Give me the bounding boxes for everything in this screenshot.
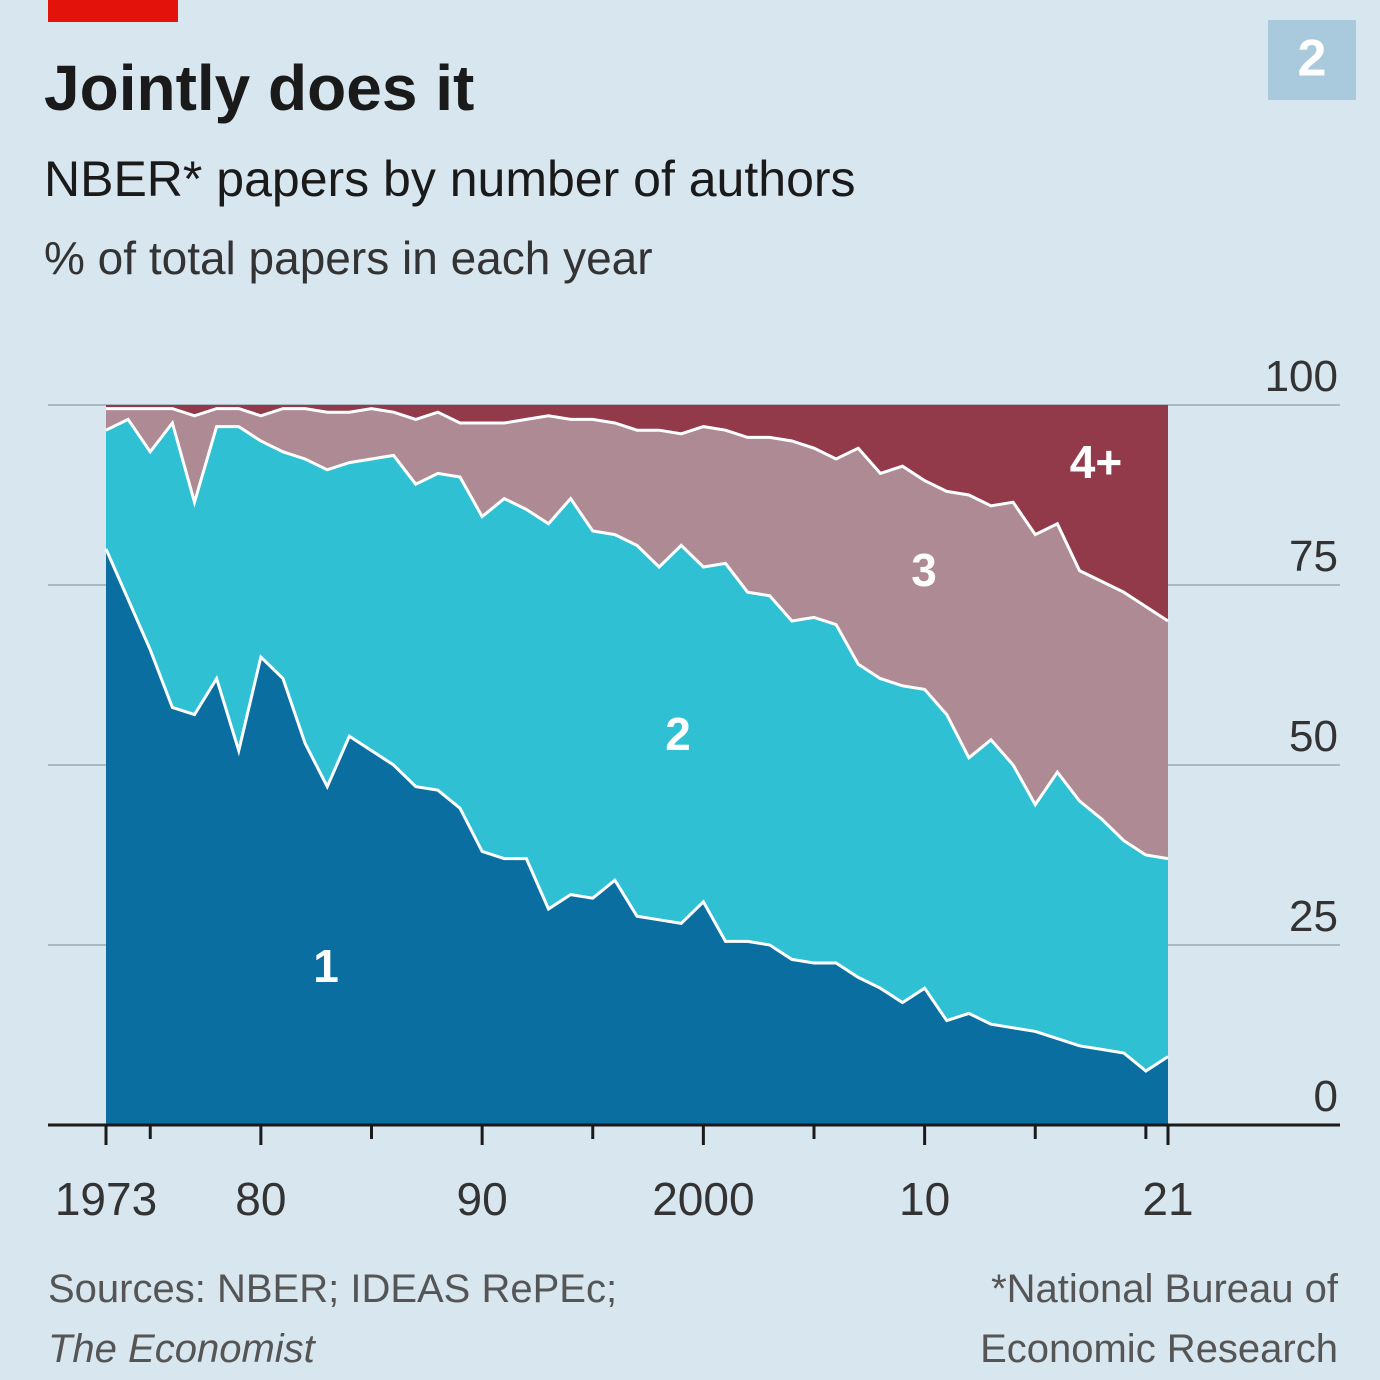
area bbox=[106, 549, 1168, 1125]
x-tick-label: 90 bbox=[457, 1173, 508, 1225]
y-tick-label: 0 bbox=[1314, 1072, 1338, 1121]
x-tick-label: 21 bbox=[1142, 1173, 1193, 1225]
chart-subtitle: NBER* papers by number of authors bbox=[44, 151, 856, 207]
series-label: 3 bbox=[911, 544, 937, 596]
brand-bar bbox=[48, 0, 178, 22]
badge-box bbox=[1268, 20, 1356, 100]
boundary-line bbox=[104, 548, 1169, 1073]
y-tick-label: 100 bbox=[1265, 352, 1338, 401]
boundary-line bbox=[105, 417, 1169, 861]
boundary-line bbox=[106, 407, 1169, 623]
y-tick-label: 75 bbox=[1289, 532, 1338, 581]
area bbox=[106, 408, 1168, 859]
unit-label: % of total papers in each year bbox=[44, 232, 653, 284]
x-tick-label: 80 bbox=[235, 1173, 286, 1225]
area bbox=[106, 405, 1168, 621]
footnote: *National Bureau of bbox=[991, 1267, 1339, 1311]
y-tick-label: 50 bbox=[1289, 712, 1338, 761]
x-tick-label: 1973 bbox=[55, 1173, 157, 1225]
footnote: Economic Research bbox=[980, 1327, 1338, 1371]
chart-title: Jointly does it bbox=[44, 52, 474, 124]
y-tick-label: 25 bbox=[1289, 892, 1338, 941]
source-italic: The Economist bbox=[48, 1327, 317, 1371]
area bbox=[106, 419, 1168, 1071]
badge: 2 bbox=[1298, 30, 1327, 88]
x-tick-label: 10 bbox=[899, 1173, 950, 1225]
series-label: 1 bbox=[313, 940, 339, 992]
series-label: 4+ bbox=[1070, 436, 1122, 488]
source: Sources: NBER; IDEAS RePEc; bbox=[48, 1267, 617, 1311]
x-tick-label: 2000 bbox=[652, 1173, 754, 1225]
series-label: 2 bbox=[665, 708, 691, 760]
